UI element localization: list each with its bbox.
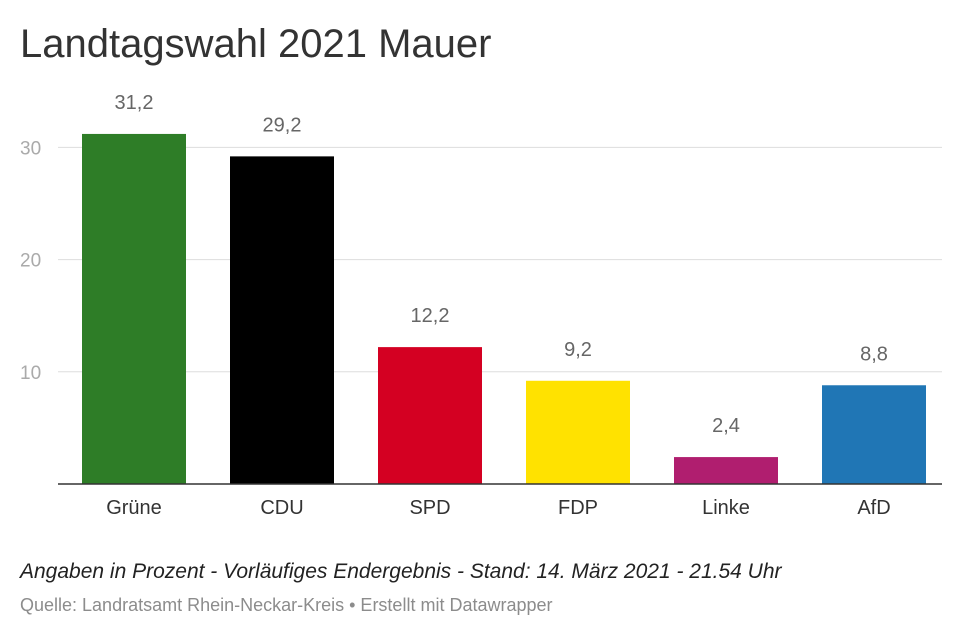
x-tick-label: SPD: [409, 497, 450, 519]
x-tick-label: Grüne: [106, 497, 162, 519]
footnote: Angaben in Prozent - Vorläufiges Enderge…: [20, 560, 782, 583]
data-label: 2,4: [712, 415, 740, 437]
data-label: 9,2: [564, 339, 592, 361]
x-axis-labels: Grüne CDU SPD FDP Linke AfD: [106, 497, 890, 519]
gridlines: 10 20 30: [20, 138, 942, 384]
bar: [82, 133, 186, 484]
chart-title: Landtagswahl 2021 Mauer: [20, 22, 492, 66]
data-label: 12,2: [411, 305, 450, 327]
bar: [378, 347, 482, 484]
x-tick-label: CDU: [260, 497, 303, 519]
y-tick-label: 10: [20, 363, 41, 384]
x-tick-label: Linke: [702, 497, 750, 519]
bar: [674, 457, 778, 484]
bar: [526, 380, 630, 484]
data-label: 31,2: [115, 92, 154, 114]
data-label: 8,8: [860, 343, 888, 365]
bar: [822, 385, 926, 484]
bars: [82, 133, 926, 484]
bar-chart: 10 20 30 31,2 29,2 12,2 9,2 2,4 8,8 Grüne CDU SPD…: [20, 92, 942, 519]
y-tick-label: 30: [20, 138, 41, 159]
x-tick-label: AfD: [857, 497, 890, 519]
x-tick-label: FDP: [558, 497, 598, 519]
data-labels: 31,2 29,2 12,2 9,2 2,4 8,8: [115, 92, 888, 437]
y-tick-label: 20: [20, 251, 41, 272]
bar: [230, 156, 334, 484]
data-label: 29,2: [263, 114, 302, 136]
source-credit: Quelle: Landratsamt Rhein-Neckar-Kreis •…: [20, 595, 553, 615]
